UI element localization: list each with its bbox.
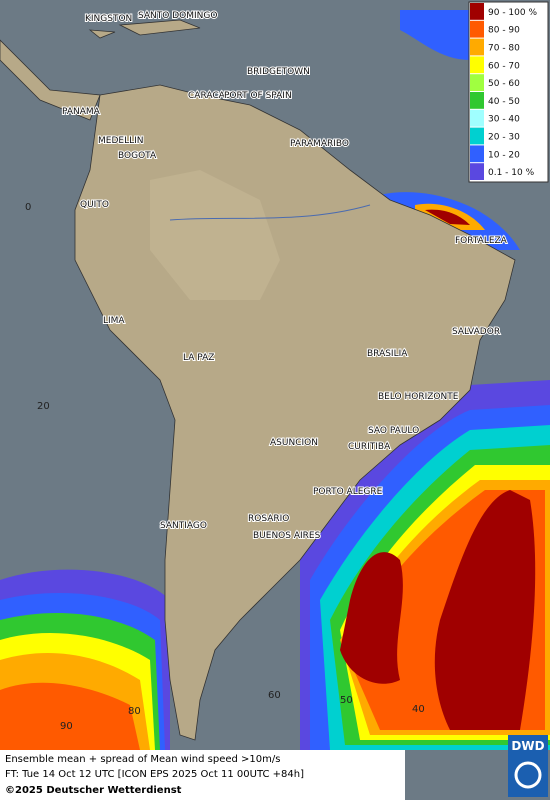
legend-label: 20 - 30 xyxy=(488,133,520,143)
city-label: BELO HORIZONTE xyxy=(378,392,459,402)
relief xyxy=(150,170,280,300)
wind-field xyxy=(0,10,550,750)
logo: DWD xyxy=(511,739,544,753)
city-label: PANAMA xyxy=(62,107,101,117)
city-label: LA PAZ xyxy=(183,353,214,363)
river xyxy=(169,204,371,221)
legend-label: 40 - 50 xyxy=(488,97,520,107)
legend-swatch xyxy=(470,20,484,38)
graticule-label: 20 xyxy=(37,401,50,412)
graticule-label: 0 xyxy=(25,202,31,213)
city-label: SANTIAGO xyxy=(160,521,207,531)
footer-box xyxy=(0,750,405,800)
legend-swatch xyxy=(470,3,484,20)
footer-line: Ensemble mean + spread of Mean wind spee… xyxy=(5,754,280,765)
legend-swatch xyxy=(470,56,484,74)
city-label: KINGSTON xyxy=(85,14,132,24)
city-label: PARAMARIBO xyxy=(290,139,349,149)
legend-swatch xyxy=(470,74,484,91)
city-label: CARACAS xyxy=(188,91,231,101)
legend-label: 80 - 90 xyxy=(488,26,520,36)
legend-swatch xyxy=(470,145,484,163)
legend-label: 10 - 20 xyxy=(488,150,520,160)
city-label: BOGOTA xyxy=(118,151,157,161)
city-label: BRASILIA xyxy=(367,349,408,359)
city-label: ROSARIO xyxy=(248,514,289,524)
graticule-label: 50 xyxy=(340,695,353,706)
legend-swatch xyxy=(470,127,484,145)
city-label: FORTALEZA xyxy=(455,236,508,246)
city-label: QUITO xyxy=(80,200,109,210)
copyright: ©2025 Deutscher Wetterdienst xyxy=(5,785,182,796)
city-label: SALVADOR xyxy=(452,327,500,337)
legend-label: 0.1 - 10 % xyxy=(488,168,535,178)
city-label: BRIDGETOWN xyxy=(247,67,310,77)
city-label: BUENOS AIRES xyxy=(253,531,321,541)
graticule-label: 90 xyxy=(60,721,73,732)
city-label: PORT OF SPAIN xyxy=(224,91,292,101)
legend-swatch xyxy=(470,38,484,56)
city-label: LIMA xyxy=(103,316,125,326)
graticule-label: 40 xyxy=(412,704,425,715)
graticule-label: 60 xyxy=(268,690,281,701)
legend-label: 70 - 80 xyxy=(488,44,520,54)
legend-label: 50 - 60 xyxy=(488,79,520,89)
footer-line: FT: Tue 14 Oct 12 UTC [ICON EPS 2025 Oct… xyxy=(5,769,304,780)
logo-icon xyxy=(514,761,542,789)
city-label: ASUNCION xyxy=(270,438,318,448)
city-label: PORTO ALEGRE xyxy=(313,487,383,497)
city-label: CURITIBA xyxy=(348,442,391,452)
legend-swatch xyxy=(470,92,484,109)
legend-label: 30 - 40 xyxy=(488,115,520,125)
city-label: SANTO DOMINGO xyxy=(138,11,217,21)
graticule-label: 80 xyxy=(128,706,141,717)
legend-swatch xyxy=(470,109,484,127)
legend-label: 60 - 70 xyxy=(488,61,520,71)
city-label: MEDELLIN xyxy=(98,136,143,146)
city-label: SAO PAULO xyxy=(368,426,419,436)
legend-label: 90 - 100 % xyxy=(488,8,537,18)
legend-swatch xyxy=(470,163,484,180)
